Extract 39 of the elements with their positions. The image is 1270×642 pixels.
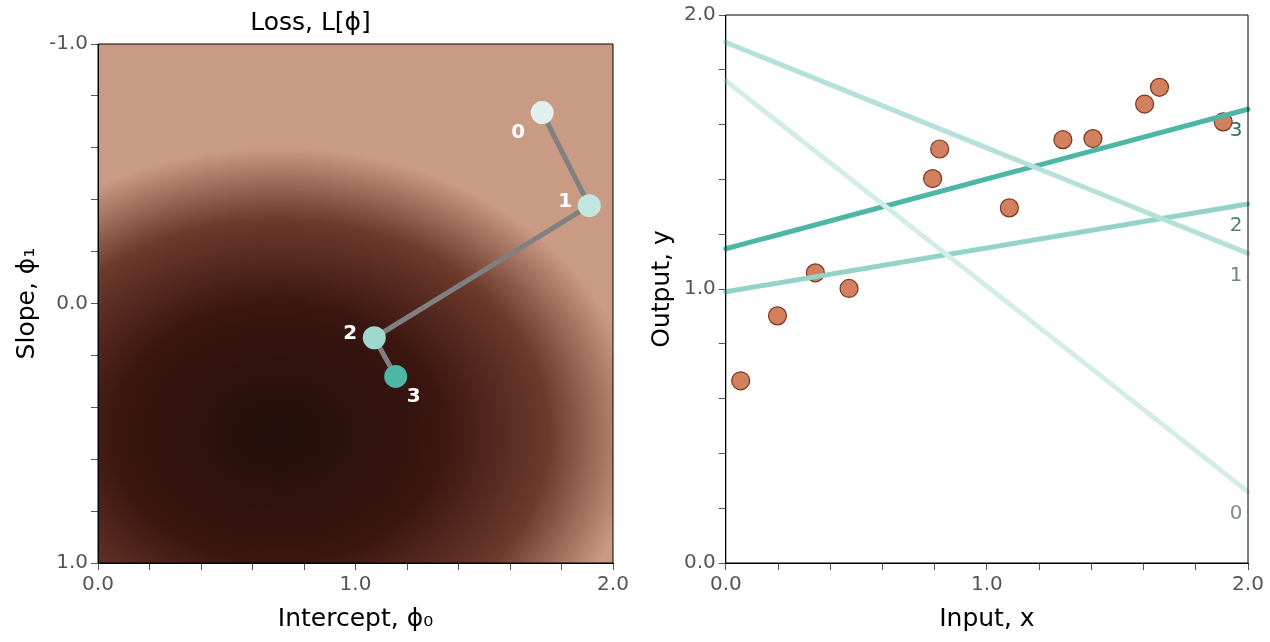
y-axis-title: Output, y <box>645 230 675 348</box>
annotation: 1 <box>558 187 573 212</box>
point <box>1053 130 1073 150</box>
x-tick-label: 2.0 <box>597 571 629 596</box>
y-tick-label: 1.0 <box>683 275 716 300</box>
x-axis-title: Input, x <box>939 602 1035 632</box>
point <box>930 139 950 159</box>
annotation: 2 <box>343 319 358 344</box>
series-label: 0 <box>1229 499 1243 524</box>
y-axis-title: Slope, ϕ₁ <box>10 247 40 360</box>
point <box>362 326 386 350</box>
annotation: 3 <box>406 382 421 407</box>
series-label: 3 <box>1229 117 1243 142</box>
x-tick-label: 2.0 <box>1232 571 1264 596</box>
y-tick-label: 1.0 <box>56 549 89 574</box>
point <box>1083 128 1103 149</box>
x-tick-label: 1.0 <box>339 571 372 596</box>
point <box>384 364 408 388</box>
point <box>530 101 554 125</box>
x-tick-label: 0.0 <box>82 571 114 596</box>
point <box>1135 94 1155 114</box>
point <box>839 278 859 299</box>
y-tick-label: 2.0 <box>683 1 716 26</box>
x-tick-label: 1.0 <box>971 571 1003 596</box>
chart-title: Loss, L[ϕ] <box>250 6 371 36</box>
series-label: 2 <box>1229 212 1243 237</box>
series-label: 1 <box>1229 261 1243 286</box>
x-axis-title: Intercept, ϕ₀ <box>277 602 434 632</box>
x-tick-label: 0.0 <box>709 571 742 596</box>
point <box>731 371 751 391</box>
point <box>767 306 788 326</box>
point <box>1149 77 1170 97</box>
y-tick-label: -1.0 <box>48 30 89 55</box>
point <box>999 198 1019 218</box>
point <box>923 168 943 189</box>
point <box>577 194 601 218</box>
y-tick-label: 0.0 <box>56 289 89 314</box>
annotation: 0 <box>511 118 526 143</box>
y-tick-label: 0.0 <box>683 549 716 574</box>
